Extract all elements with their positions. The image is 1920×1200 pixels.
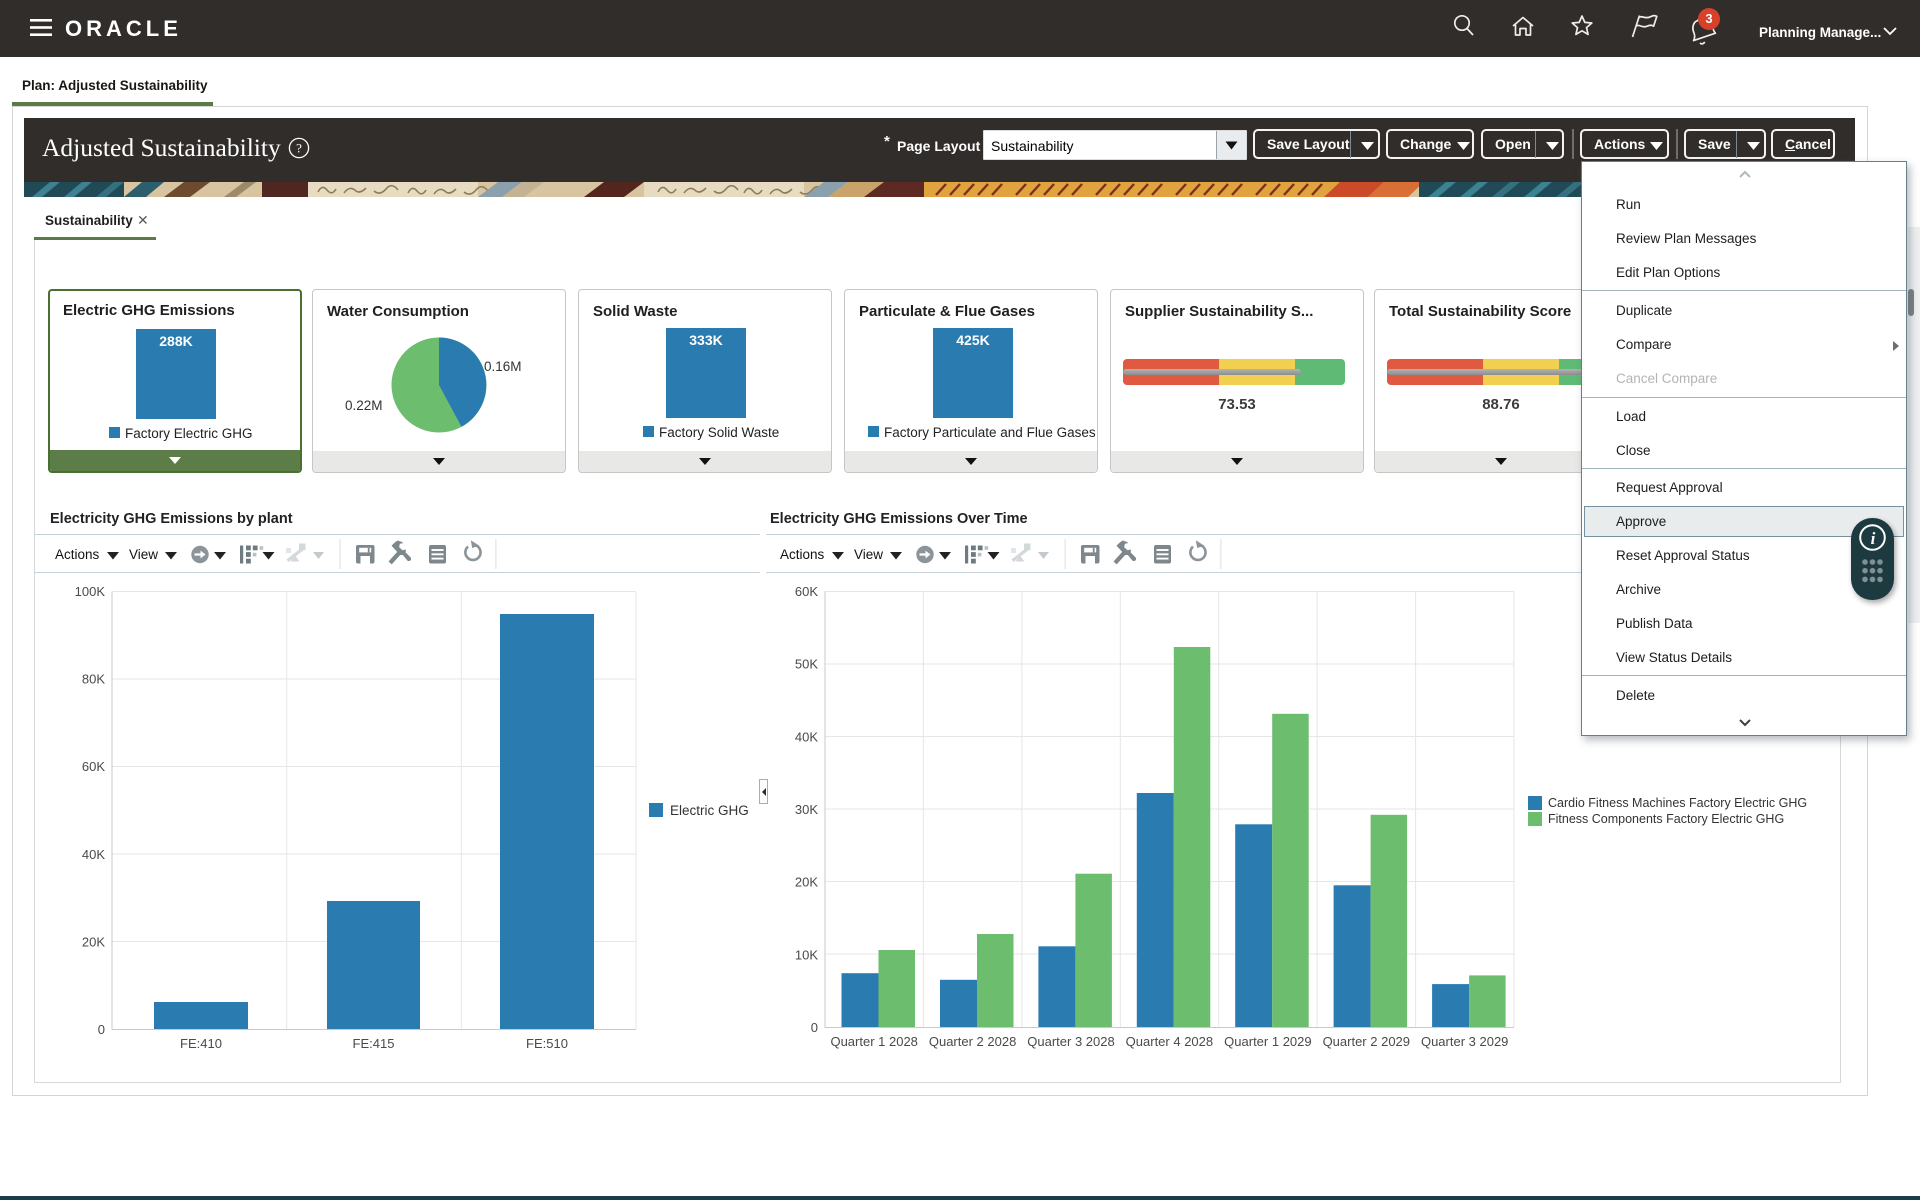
svg-text:30K: 30K <box>795 802 818 817</box>
svg-text:Cardio Fitness Machines Factor: Cardio Fitness Machines Factory Electric… <box>1548 796 1807 810</box>
svg-text:Quarter 4 2028: Quarter 4 2028 <box>1126 1034 1213 1049</box>
svg-text:i: i <box>1871 529 1876 548</box>
svg-text:10K: 10K <box>795 947 818 962</box>
svg-text:0: 0 <box>811 1020 818 1035</box>
svg-text:Quarter 3 2029: Quarter 3 2029 <box>1421 1034 1508 1049</box>
svg-text:Electric GHG: Electric GHG <box>670 803 749 818</box>
svg-text:Quarter 3 2028: Quarter 3 2028 <box>1027 1034 1114 1049</box>
svg-text:100K: 100K <box>75 584 106 599</box>
svg-text:40K: 40K <box>795 729 818 744</box>
svg-text:FE:510: FE:510 <box>526 1036 568 1051</box>
svg-text:80K: 80K <box>82 672 105 687</box>
svg-text:Quarter 2 2028: Quarter 2 2028 <box>929 1034 1016 1049</box>
svg-text:40K: 40K <box>82 847 105 862</box>
svg-text:FE:410: FE:410 <box>180 1036 222 1051</box>
svg-text:0: 0 <box>98 1022 105 1037</box>
svg-text:Quarter 1 2028: Quarter 1 2028 <box>830 1034 917 1049</box>
svg-text:60K: 60K <box>795 584 818 599</box>
svg-text:Fitness Components Factory Ele: Fitness Components Factory Electric GHG <box>1548 812 1784 826</box>
svg-text:20K: 20K <box>82 934 105 949</box>
svg-text:Quarter 2 2029: Quarter 2 2029 <box>1323 1034 1410 1049</box>
svg-text:50K: 50K <box>795 657 818 672</box>
svg-text:FE:415: FE:415 <box>353 1036 395 1051</box>
svg-text:60K: 60K <box>82 759 105 774</box>
svg-text:Quarter 1 2029: Quarter 1 2029 <box>1224 1034 1311 1049</box>
svg-text:20K: 20K <box>795 875 818 890</box>
svg-text:?: ? <box>296 141 302 156</box>
